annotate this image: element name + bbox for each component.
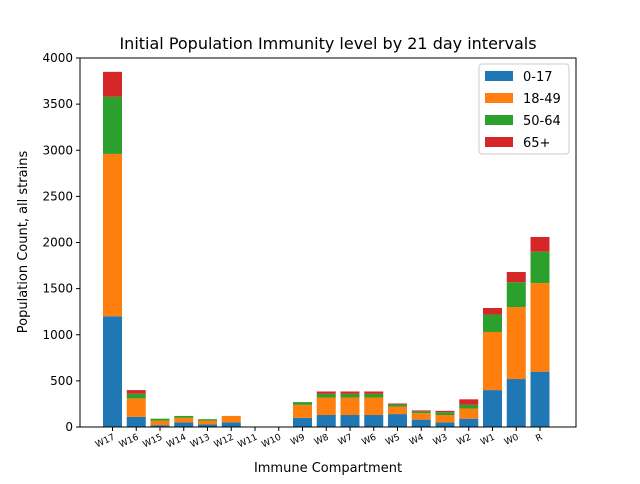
bar-segment xyxy=(221,422,241,427)
bar-segment xyxy=(293,404,312,418)
bar-segment xyxy=(411,410,431,412)
bar-segment xyxy=(388,403,407,405)
bar-segment xyxy=(435,415,455,423)
bar-segment xyxy=(435,422,455,427)
legend-box xyxy=(478,63,570,155)
bar-segment xyxy=(506,307,526,380)
bar-segment xyxy=(483,331,502,391)
bar-segment xyxy=(126,393,146,399)
bar-segment xyxy=(388,404,407,407)
bar-segment xyxy=(364,393,384,398)
plot-frame xyxy=(79,57,577,428)
bar-segment xyxy=(411,411,431,414)
legend-swatch xyxy=(485,137,513,147)
legend-swatch xyxy=(485,71,513,81)
bar-segment xyxy=(435,412,455,416)
bar-segment xyxy=(483,390,502,427)
legend: 0-17 18-49 50-64 65+ xyxy=(478,63,570,155)
y-tick-label: 2000 xyxy=(42,236,73,250)
bar-segment xyxy=(126,398,146,417)
y-tick-label: 1000 xyxy=(42,328,73,342)
x-tick-label: R xyxy=(534,433,544,445)
chart-title: Initial Population Immunity level by 21 … xyxy=(119,34,536,53)
bar-segment xyxy=(388,414,407,427)
bar-segment xyxy=(150,418,170,421)
bar-segment xyxy=(340,397,360,416)
bar-segment xyxy=(126,390,146,394)
bar-segment xyxy=(411,413,431,420)
bar-segment xyxy=(198,424,217,427)
bar-segment xyxy=(483,314,502,332)
bar-segment xyxy=(198,419,217,421)
bar-segment xyxy=(150,425,170,427)
bar-segment xyxy=(316,397,336,416)
bar-segment xyxy=(198,420,217,425)
bar-segment xyxy=(316,415,336,427)
bars-layer xyxy=(103,71,550,427)
legend-label: 0-17 xyxy=(523,70,553,85)
bar-segment xyxy=(340,415,360,427)
bar-segment xyxy=(530,371,550,427)
bar-segment xyxy=(530,251,550,284)
bar-segment xyxy=(103,71,122,97)
bar-segment xyxy=(174,417,194,423)
bar-segment xyxy=(364,391,384,394)
bar-segment xyxy=(459,408,479,419)
legend-swatch xyxy=(485,115,513,125)
bar-segment xyxy=(316,393,336,398)
bar-segment xyxy=(530,236,550,252)
x-axis-label: Immune Compartment xyxy=(254,461,402,476)
bar-segment xyxy=(150,420,170,426)
bar-segment xyxy=(483,307,502,315)
bar-segment xyxy=(530,283,550,372)
legend-label: 65+ xyxy=(523,136,550,151)
bar-segment xyxy=(221,415,241,423)
y-tick-label: 3500 xyxy=(42,97,73,111)
bar-segment xyxy=(293,402,312,405)
bar-segment xyxy=(126,416,146,427)
y-tick-label: 3000 xyxy=(42,143,73,157)
bar-segment xyxy=(411,419,431,427)
legend-label: 50-64 xyxy=(523,114,561,129)
bar-segment xyxy=(459,418,479,427)
bar-segment xyxy=(293,417,312,427)
bar-segment xyxy=(506,379,526,427)
y-tick-label: 4000 xyxy=(42,51,73,65)
bar-segment xyxy=(459,399,479,405)
bar-segment xyxy=(388,406,407,415)
bar-segment xyxy=(103,96,122,154)
bar-segment xyxy=(174,422,194,427)
bar-segment xyxy=(364,415,384,427)
y-tick-label: 0 xyxy=(65,420,73,434)
bar-segment xyxy=(506,272,526,283)
y-tick-label: 2500 xyxy=(42,189,73,203)
y-axis: 0 500 1000 1500 2000 2500 3000 3500 4000 xyxy=(42,51,80,434)
legend-label: 18-49 xyxy=(523,92,561,107)
bar-segment xyxy=(506,282,526,308)
bar-segment xyxy=(316,391,336,394)
y-axis-label: Population Count, all strains xyxy=(16,151,31,334)
bar-segment xyxy=(459,404,479,409)
legend-swatch xyxy=(485,93,513,103)
bar-segment xyxy=(103,153,122,317)
y-tick-label: 1500 xyxy=(42,282,73,296)
y-tick-label: 500 xyxy=(50,374,73,388)
bar-segment xyxy=(435,410,455,413)
bar-segment xyxy=(340,391,360,394)
bar-segment xyxy=(340,393,360,398)
bar-segment xyxy=(103,316,122,427)
bar-segment xyxy=(174,415,194,418)
bar-segment xyxy=(364,397,384,416)
